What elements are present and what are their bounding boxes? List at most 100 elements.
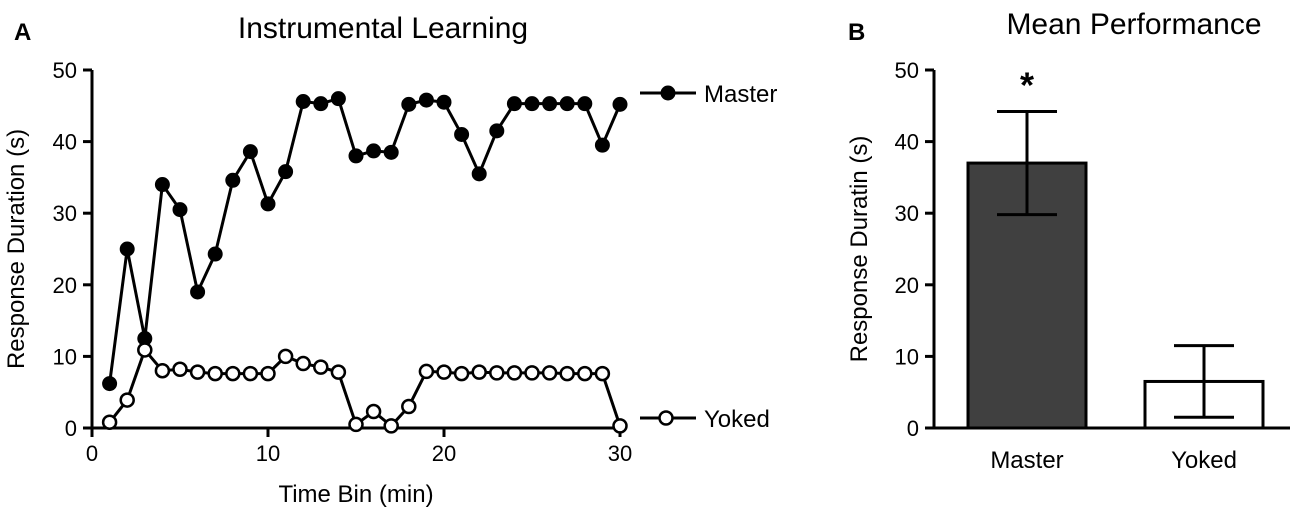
data-point-yoked xyxy=(207,365,223,382)
bar-chart-y-tick-label: 50 xyxy=(895,58,919,83)
significance-marker-master: * xyxy=(1020,65,1034,106)
legend-item-master: Master xyxy=(640,81,777,108)
data-point-master xyxy=(225,172,241,188)
panel-a-letter: A xyxy=(14,19,31,46)
data-point-yoked xyxy=(348,416,364,433)
data-point-master xyxy=(172,202,188,218)
data-point-master xyxy=(436,94,452,110)
data-point-yoked xyxy=(594,365,611,382)
data-point-yoked xyxy=(471,364,487,380)
line-chart-title: Instrumental Learning xyxy=(238,12,528,45)
data-point-yoked xyxy=(418,363,435,380)
line-chart-x-tick-label: 0 xyxy=(86,441,98,466)
data-point-yoked xyxy=(365,403,382,420)
line-chart-y-tick-label: 50 xyxy=(53,58,77,83)
line-chart-y-tick-label: 30 xyxy=(53,201,77,226)
line-chart-x-ticks: 0 10 20 30 xyxy=(86,428,632,466)
legend-label-master: Master xyxy=(704,81,777,108)
line-chart-y-tick-label: 0 xyxy=(65,416,77,441)
data-point-master xyxy=(330,91,346,107)
data-point-yoked xyxy=(225,365,241,382)
legend-item-yoked: Yoked xyxy=(640,406,770,433)
data-point-master xyxy=(612,96,628,112)
data-point-master xyxy=(489,123,505,139)
panel-b-letter: B xyxy=(848,19,865,46)
line-chart-y-tick-label: 20 xyxy=(53,273,77,298)
line-chart-legend: Master Yoked xyxy=(640,81,777,433)
data-point-master xyxy=(383,144,399,160)
data-point-yoked xyxy=(559,365,575,382)
data-point-master xyxy=(418,92,434,108)
bar-chart-bars: Master * Yoked xyxy=(966,65,1265,474)
data-point-yoked xyxy=(401,398,417,415)
bar-chart-y-tick-label: 20 xyxy=(895,273,919,298)
line-chart-x-tick-label: 30 xyxy=(608,441,632,466)
data-point-master xyxy=(295,94,311,110)
data-point-yoked xyxy=(277,348,294,365)
data-point-master xyxy=(524,96,540,112)
data-point-yoked xyxy=(383,418,399,434)
data-point-master xyxy=(401,96,417,112)
bar-chart-y-ticks: 0 10 20 30 40 50 xyxy=(895,58,934,441)
data-point-yoked xyxy=(242,365,259,382)
data-point-master xyxy=(119,241,135,257)
data-point-master xyxy=(471,166,487,182)
data-point-master xyxy=(242,144,258,160)
data-point-master xyxy=(260,196,276,212)
data-point-master xyxy=(190,284,206,300)
data-point-yoked xyxy=(524,365,540,381)
data-point-yoked xyxy=(541,365,558,381)
data-point-master xyxy=(542,96,558,112)
data-point-master xyxy=(506,96,522,112)
line-chart-y-axis-label: Response Duration (s) xyxy=(3,129,30,369)
line-chart-x-axis-label: Time Bin (min) xyxy=(278,481,433,508)
line-chart-x-tick-label: 10 xyxy=(256,441,280,466)
data-point-master xyxy=(278,164,294,180)
data-point-yoked xyxy=(489,365,505,381)
data-point-yoked xyxy=(453,365,470,382)
panel-a-line-chart: A Instrumental Learning 0 10 20 30 40 50 0 10 2… xyxy=(3,12,777,508)
data-point-yoked xyxy=(577,365,593,382)
legend-marker-yoked xyxy=(658,410,674,426)
data-point-yoked xyxy=(119,392,135,408)
data-point-master xyxy=(454,126,470,142)
data-point-yoked xyxy=(189,364,206,380)
data-point-yoked xyxy=(260,365,276,382)
bar-chart-title: Mean Performance xyxy=(1006,8,1261,41)
line-chart-y-tick-label: 40 xyxy=(53,130,77,155)
series-line-master xyxy=(108,96,622,384)
data-point-master xyxy=(594,137,610,153)
line-chart-x-tick-label: 20 xyxy=(432,441,456,466)
data-point-master xyxy=(559,96,575,112)
data-point-master xyxy=(313,96,329,112)
data-point-master xyxy=(102,376,118,392)
data-point-master xyxy=(577,96,593,112)
bar-chart-y-axis-label: Response Duratin (s) xyxy=(846,136,873,363)
data-point-yoked xyxy=(313,359,329,375)
bar-chart-y-tick-label: 30 xyxy=(895,201,919,226)
line-chart-y-tick-label: 10 xyxy=(53,344,77,369)
line-chart-y-ticks: 0 10 20 30 40 50 xyxy=(53,58,92,441)
data-point-yoked xyxy=(154,362,171,379)
series-line-yoked xyxy=(108,346,622,428)
bar-category-label-master: Master xyxy=(990,447,1063,474)
bar-chart-y-tick-label: 40 xyxy=(895,130,919,155)
data-point-yoked xyxy=(612,418,628,434)
data-point-yoked xyxy=(506,365,523,381)
data-point-yoked xyxy=(172,361,188,378)
legend-marker-master xyxy=(660,85,676,101)
data-point-master xyxy=(154,177,170,193)
panel-b-bar-chart: B Mean Performance 0 10 20 30 40 50 Response … xyxy=(846,8,1290,474)
bar-chart-y-tick-label: 10 xyxy=(895,344,919,369)
data-point-yoked xyxy=(101,414,118,431)
data-point-yoked xyxy=(436,364,452,380)
data-point-master xyxy=(348,148,364,164)
data-point-yoked xyxy=(137,342,153,358)
bar-category-label-yoked: Yoked xyxy=(1171,447,1237,474)
data-point-yoked xyxy=(330,364,347,380)
data-point-master xyxy=(366,143,382,159)
data-point-master xyxy=(207,246,223,262)
bar-chart-y-tick-label: 0 xyxy=(907,416,919,441)
